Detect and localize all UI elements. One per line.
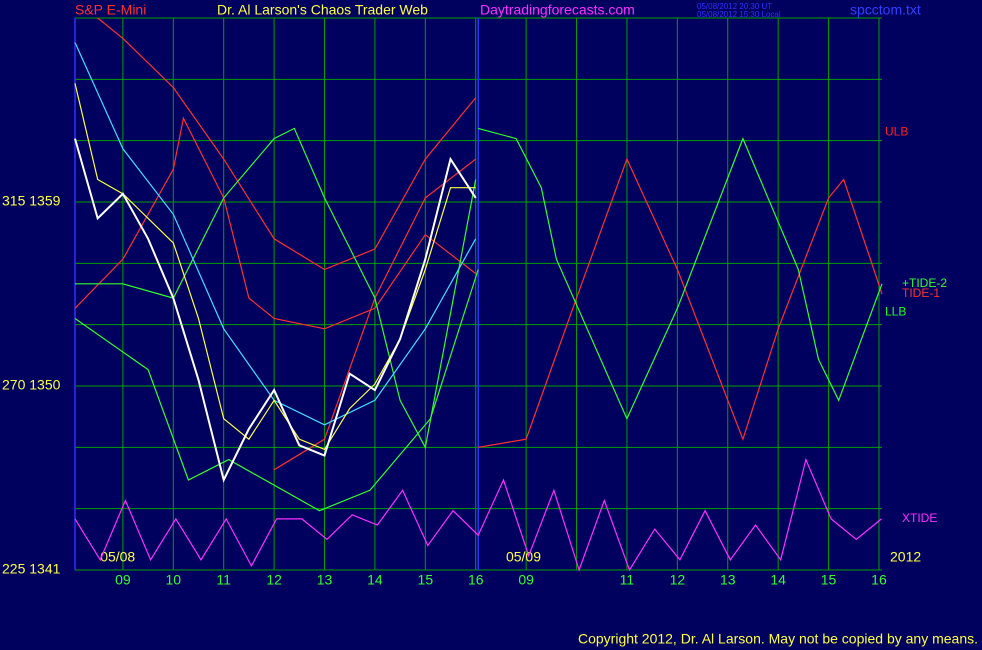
x-tick-label: 12 bbox=[266, 572, 282, 588]
x-tick-label: 15 bbox=[418, 572, 434, 588]
x-tick-label: 09 bbox=[115, 572, 131, 588]
series-line bbox=[478, 157, 883, 448]
x-tick-label: 14 bbox=[770, 572, 786, 588]
series-label: TIDE-1 bbox=[902, 286, 940, 300]
x-tick-label: 11 bbox=[216, 572, 231, 588]
file-name: spcctom.txt bbox=[850, 2, 921, 18]
x-tick-label: 12 bbox=[670, 572, 686, 588]
x-tick-label: 11 bbox=[620, 572, 635, 588]
y-tick-label: 270 1350 bbox=[2, 377, 61, 393]
series-line bbox=[74, 457, 882, 572]
x-tick-label: 15 bbox=[821, 572, 837, 588]
series-line bbox=[74, 116, 477, 330]
x-tick-label: 10 bbox=[166, 572, 182, 588]
x-tick-label: 16 bbox=[468, 572, 484, 588]
timestamp: 05/08/2012 20:30 UT bbox=[697, 2, 772, 11]
date-label: 05/09 bbox=[506, 549, 541, 565]
copyright: Copyright 2012, Dr. Al Larson. May not b… bbox=[578, 631, 978, 647]
series-line bbox=[74, 138, 477, 483]
series-label: XTIDE bbox=[902, 511, 937, 525]
y-tick-label: 315 1359 bbox=[2, 193, 61, 209]
series-line bbox=[75, 127, 477, 450]
timestamp: 05/08/2012 15:30 Local bbox=[697, 10, 781, 19]
series-line bbox=[478, 127, 883, 421]
chart-title: Dr. Al Larson's Chaos Trader Web bbox=[217, 2, 428, 18]
x-tick-label: 13 bbox=[317, 572, 333, 588]
series-line bbox=[74, 269, 479, 512]
instrument: S&P E-Mini bbox=[75, 2, 146, 18]
series-line bbox=[97, 17, 477, 271]
x-tick-label: 16 bbox=[871, 572, 887, 588]
x-tick-label: 14 bbox=[367, 572, 383, 588]
series-label: +TIDE-2 bbox=[902, 276, 947, 290]
year: 2012 bbox=[890, 549, 921, 565]
x-tick-label: 09 bbox=[518, 572, 534, 588]
y-tick-label: 225 1341 bbox=[2, 561, 61, 577]
x-tick-label: 13 bbox=[720, 572, 736, 588]
annotation: LLB bbox=[885, 305, 906, 319]
date-label: 05/08 bbox=[100, 549, 135, 565]
site: Daytradingforecasts.com bbox=[480, 2, 635, 18]
annotation: ULB bbox=[885, 125, 908, 139]
